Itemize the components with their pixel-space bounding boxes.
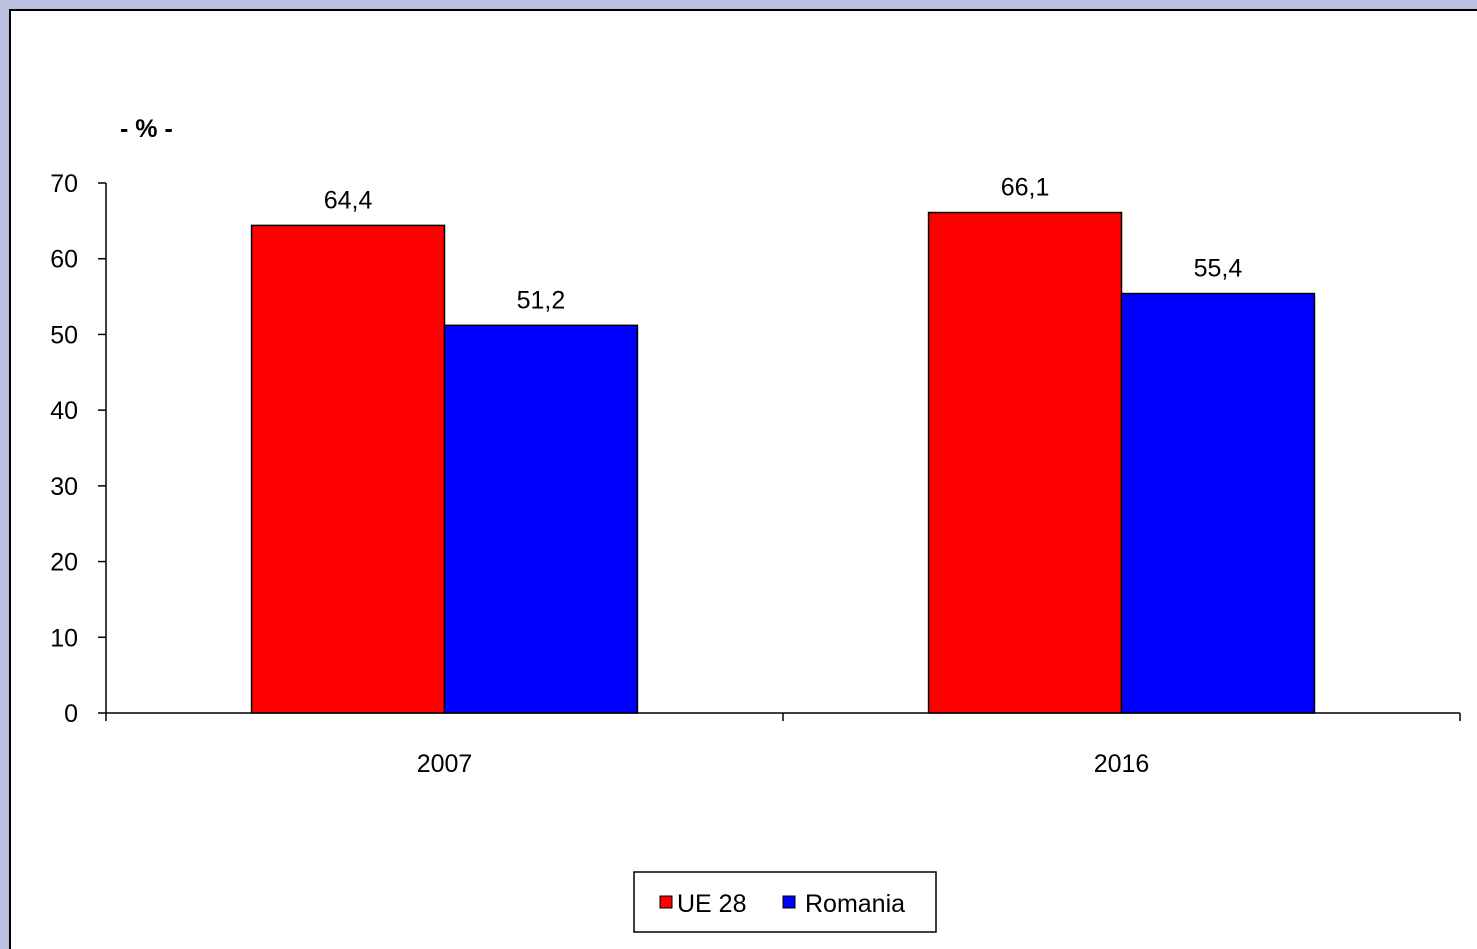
- legend-label-ue28: UE 28: [677, 890, 746, 918]
- bar-ue28-2016: [927, 211, 1123, 714]
- y-tick-label: 60: [50, 246, 78, 274]
- bar-romania-2016: [1120, 292, 1316, 714]
- data-label: 66,1: [1001, 174, 1050, 202]
- legend-label-romania: Romania: [805, 890, 905, 918]
- data-label: 55,4: [1194, 255, 1243, 283]
- legend-swatch-romania: [782, 895, 796, 909]
- legend: UE 28 Romania: [633, 871, 937, 933]
- y-axis-unit-label: - % -: [120, 115, 173, 143]
- bar-ue28-2007: [250, 224, 446, 714]
- data-label: 64,4: [324, 186, 373, 214]
- y-tick-label: 40: [50, 397, 78, 425]
- y-tick-label: 0: [64, 700, 78, 728]
- y-tick-label: 20: [50, 549, 78, 577]
- x-tick-label: 2016: [1094, 750, 1150, 778]
- y-axis: 0 10 20 30 40 50 60 70: [50, 170, 107, 728]
- bars: 64,4 51,2 66,1 55,4: [250, 174, 1316, 714]
- y-tick-label: 50: [50, 321, 78, 349]
- x-axis: 2007 2016: [105, 712, 1461, 778]
- data-label: 51,2: [517, 286, 566, 314]
- legend-swatch-ue28: [659, 895, 673, 909]
- bar-romania-2007: [443, 324, 639, 714]
- y-tick-label: 70: [50, 170, 78, 198]
- x-tick-label: 2007: [417, 750, 473, 778]
- y-tick-label: 30: [50, 473, 78, 501]
- y-tick-label: 10: [50, 624, 78, 652]
